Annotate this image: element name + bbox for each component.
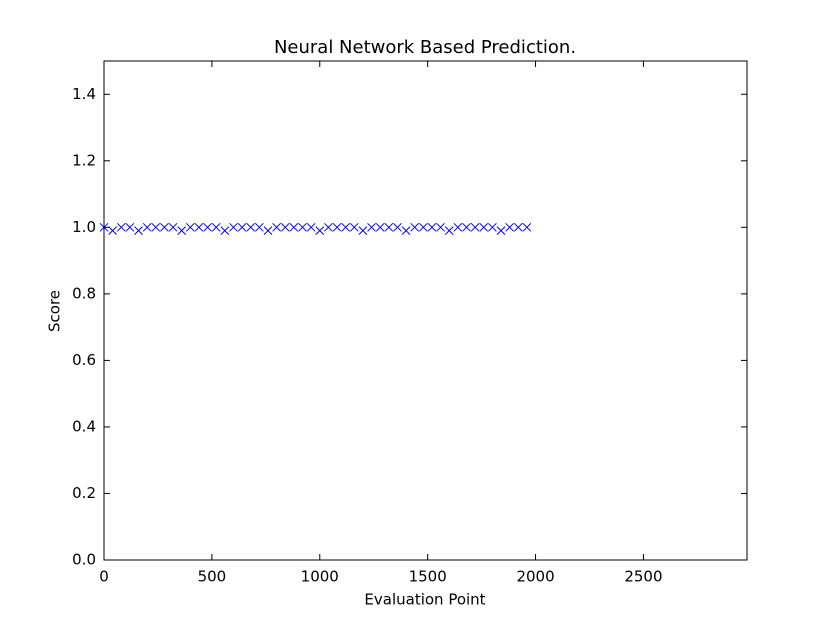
marker	[470, 222, 480, 232]
marker	[479, 222, 489, 232]
y-tick-label: 0.8	[72, 284, 96, 302]
marker	[289, 222, 299, 232]
marker	[349, 222, 359, 232]
marker	[194, 222, 204, 232]
marker	[125, 222, 135, 232]
marker	[142, 222, 152, 232]
marker	[280, 222, 290, 232]
marker	[168, 222, 178, 232]
marker	[488, 222, 497, 232]
marker	[410, 222, 420, 232]
y-tick-label: 0.2	[72, 484, 96, 502]
chart-title: Neural Network Based Prediction.	[274, 37, 576, 58]
marker	[427, 222, 437, 232]
x-tick-label: 2500	[624, 568, 662, 586]
marker	[453, 222, 463, 232]
marker	[237, 222, 247, 232]
marker	[306, 222, 316, 232]
y-axis-label: Score	[46, 290, 64, 332]
marker	[116, 222, 126, 232]
y-tick-label: 0.6	[72, 351, 96, 369]
marker	[401, 226, 411, 236]
marker	[298, 222, 307, 232]
marker	[229, 222, 238, 232]
y-tick-label: 0.4	[72, 417, 96, 435]
marker	[151, 222, 161, 232]
marker	[436, 222, 445, 232]
marker	[341, 222, 351, 232]
y-tick-label: 1.2	[72, 151, 96, 169]
marker	[375, 222, 385, 232]
marker	[134, 226, 143, 236]
marker	[513, 222, 523, 232]
marker	[177, 226, 187, 236]
marker	[462, 222, 471, 232]
marker	[263, 226, 273, 236]
marker	[522, 222, 532, 232]
x-tick-label: 0	[99, 568, 109, 586]
marker	[211, 222, 221, 232]
marker	[160, 222, 169, 232]
marker	[255, 222, 264, 232]
marker	[220, 226, 230, 236]
plot-frame	[103, 60, 748, 561]
y-tick-label: 1.4	[72, 85, 96, 103]
x-tick-label: 2000	[516, 568, 554, 586]
marker	[246, 222, 256, 232]
marker	[384, 222, 394, 232]
marker	[367, 222, 376, 232]
x-axis-label: Evaluation Point	[364, 591, 485, 609]
marker	[444, 226, 454, 236]
x-tick-label: 500	[198, 568, 227, 586]
marker	[418, 222, 428, 232]
marker	[108, 226, 117, 236]
y-tick-label: 1.0	[72, 218, 96, 236]
marker	[332, 222, 342, 232]
marker	[393, 222, 402, 232]
y-tick-label: 0.0	[72, 551, 96, 569]
x-tick-label: 1000	[301, 568, 339, 586]
marker	[324, 222, 333, 232]
x-tick-label: 1500	[409, 568, 447, 586]
marker	[358, 226, 368, 236]
marker	[272, 222, 281, 232]
marker	[505, 222, 515, 232]
marker	[496, 226, 506, 236]
marker	[315, 226, 325, 236]
marker	[203, 222, 212, 232]
marker	[185, 222, 195, 232]
